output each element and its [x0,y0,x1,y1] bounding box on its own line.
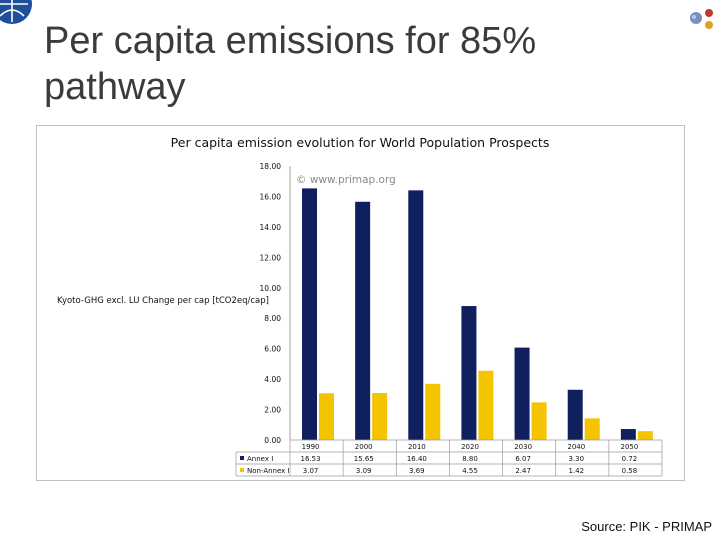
bar-annex-i-2000 [355,201,371,440]
bar-annex-i-2030 [514,347,530,440]
bar-non-annex-i-2040 [584,418,600,440]
y-tick-label: 12.00 [260,253,282,262]
data-label-annex-i: 6.07 [515,455,531,463]
x-category-label: 2030 [514,443,532,451]
bar-non-annex-i-2000 [372,392,388,440]
bar-annex-i-1990 [302,188,317,440]
chart-title: Per capita emission evolution for World … [170,135,550,150]
data-label-non-annex-i: 1.42 [568,467,584,475]
y-tick-label: 10.00 [260,284,282,293]
data-label-annex-i: 16.53 [301,455,321,463]
globe-logo-icon [0,0,32,24]
bar-non-annex-i-1990 [319,393,334,440]
data-label-annex-i: 3.30 [568,455,584,463]
molecule-logo-icon [690,9,713,29]
x-category-label: 1990 [302,443,320,451]
x-category-label: 2010 [408,443,426,451]
y-tick-label: 2.00 [264,406,281,415]
data-label-annex-i: 15.65 [354,455,374,463]
data-label-non-annex-i: 3.07 [303,467,319,475]
legend-entry-annex-i: Annex I [247,455,273,463]
slide-title: Per capita emissions for 85% pathway [44,20,537,108]
bar-annex-i-2020 [461,306,477,440]
bar-annex-i-2050 [620,429,636,440]
bar-non-annex-i-2010 [425,383,441,440]
data-label-annex-i: 16.40 [407,455,427,463]
data-label-non-annex-i: 3.69 [409,467,425,475]
data-label-annex-i: 8.80 [462,455,478,463]
x-category-label: 2050 [621,443,639,451]
chart-watermark: © www.primap.org [296,174,396,186]
y-tick-label: 18.00 [260,162,282,171]
x-category-label: 2040 [567,443,585,451]
y-tick-label: 6.00 [264,345,281,354]
data-label-annex-i: 0.72 [622,455,638,463]
legend-key-annex-i [240,456,244,460]
source-text: Source: PIK - PRIMAP [581,519,712,534]
y-tick-label: 8.00 [264,314,281,323]
legend-key-non-annex-i [240,468,244,472]
data-label-non-annex-i: 2.47 [515,467,531,475]
y-tick-label: 4.00 [264,375,281,384]
y-tick-label: 16.00 [260,192,282,201]
bar-non-annex-i-2030 [531,402,547,440]
bar-annex-i-2040 [567,389,583,440]
y-axis-label: Kyoto-GHG excl. LU Change per cap [tCO2e… [57,296,269,306]
data-label-non-annex-i: 4.55 [462,467,478,475]
y-tick-label: 0.00 [264,436,281,445]
data-label-non-annex-i: 0.58 [622,467,638,475]
bar-annex-i-2010 [408,190,424,440]
y-tick-label: 14.00 [260,223,282,232]
bar-non-annex-i-2020 [478,370,494,440]
bar-non-annex-i-2050 [637,431,653,440]
x-category-label: 2000 [355,443,373,451]
legend-entry-non-annex-i: Non-Annex I [247,467,290,475]
x-category-label: 2020 [461,443,479,451]
data-label-non-annex-i: 3.09 [356,467,372,475]
